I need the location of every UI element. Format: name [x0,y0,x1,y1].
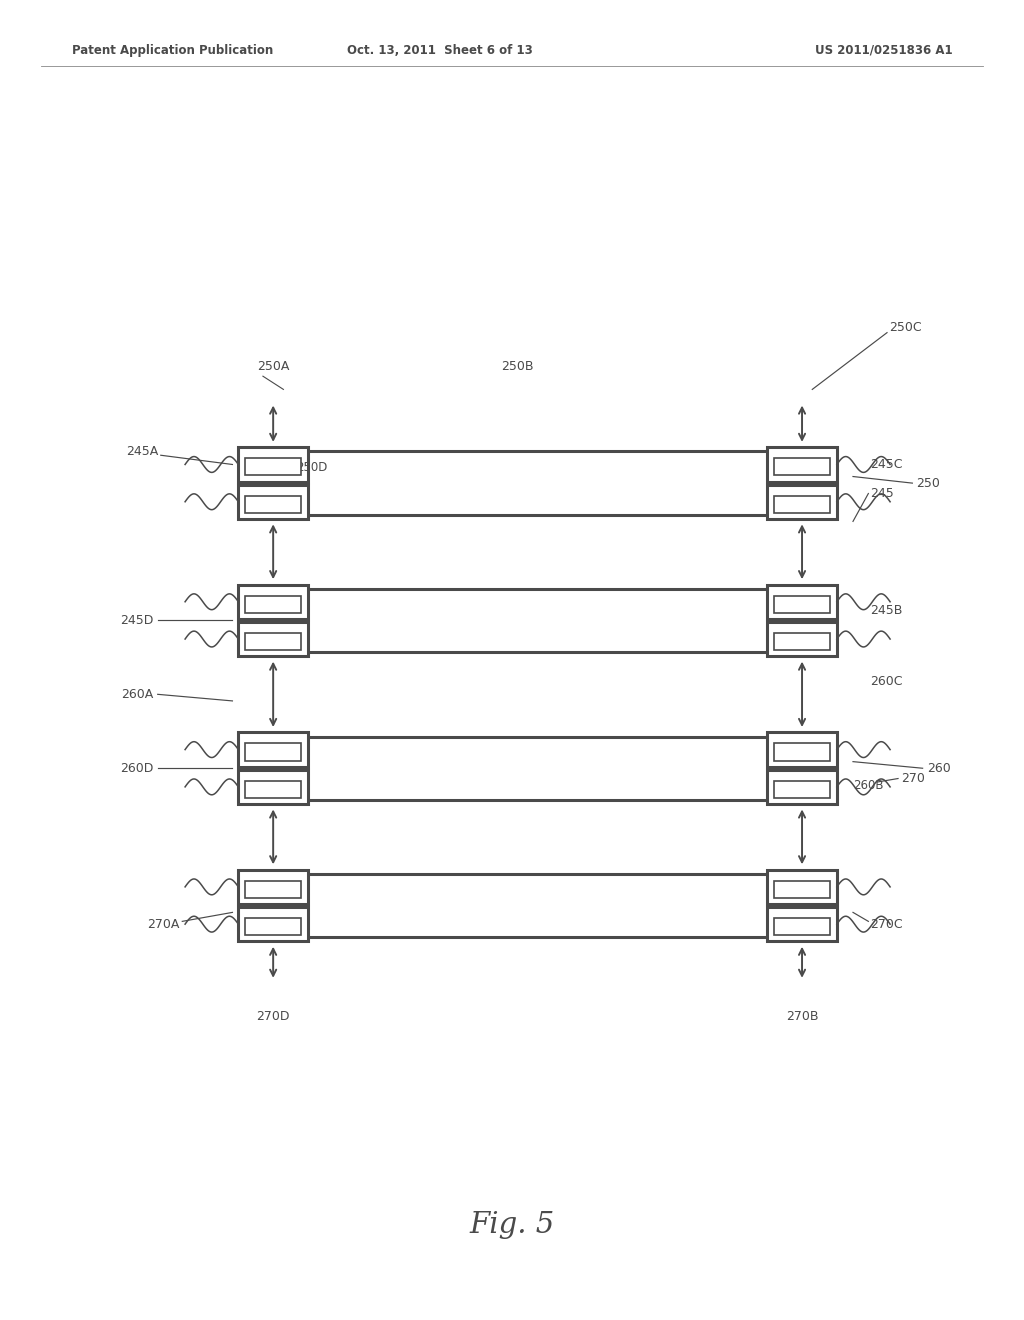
Bar [239,907,308,941]
Text: 250D: 250D [296,461,328,474]
Text: Fig. 5: Fig. 5 [469,1210,555,1239]
Text: 245B: 245B [870,603,903,616]
Bar [774,495,829,512]
Bar [767,484,837,519]
Bar [239,622,308,656]
Bar [774,780,829,797]
Bar [767,447,837,482]
Bar [239,770,308,804]
Bar [251,451,824,515]
Bar [246,780,301,797]
Bar [767,585,837,619]
Bar [767,870,837,904]
Bar [251,874,824,937]
Text: Patent Application Publication: Patent Application Publication [72,44,273,57]
Bar [239,447,308,482]
Bar [239,585,308,619]
Bar [246,632,301,649]
Text: 245D: 245D [120,614,154,627]
Bar [239,484,308,519]
Bar [246,458,301,475]
Bar [767,770,837,804]
Bar [251,589,824,652]
Text: 260D: 260D [120,762,154,775]
Text: 245: 245 [870,487,894,500]
Bar [774,917,829,935]
Text: 260A: 260A [122,688,154,701]
Bar [239,870,308,904]
Bar [774,632,829,649]
Bar [774,743,829,760]
Bar [246,917,301,935]
Bar [246,743,301,760]
Bar [246,880,301,898]
Text: 245A: 245A [127,445,159,458]
Text: 250A: 250A [257,360,290,374]
Text: 270D: 270D [256,1010,290,1023]
Text: 270: 270 [901,772,925,785]
Text: 270A: 270A [146,917,179,931]
Bar [767,907,837,941]
Text: 250B: 250B [501,360,534,374]
Bar [774,880,829,898]
Text: Oct. 13, 2011  Sheet 6 of 13: Oct. 13, 2011 Sheet 6 of 13 [347,44,534,57]
Text: 270C: 270C [870,917,903,931]
Text: 260B: 260B [853,779,884,792]
Text: US 2011/0251836 A1: US 2011/0251836 A1 [815,44,952,57]
Text: 270B: 270B [785,1010,818,1023]
Bar [251,737,824,800]
Bar [767,622,837,656]
Text: 260: 260 [927,762,950,775]
Bar [246,595,301,612]
Bar [239,733,308,767]
Text: 250: 250 [916,477,940,490]
Text: 250C: 250C [889,321,922,334]
Text: 245C: 245C [870,458,903,471]
Bar [774,595,829,612]
Bar [246,495,301,512]
Bar [774,458,829,475]
Bar [767,733,837,767]
Text: 260C: 260C [870,675,903,688]
